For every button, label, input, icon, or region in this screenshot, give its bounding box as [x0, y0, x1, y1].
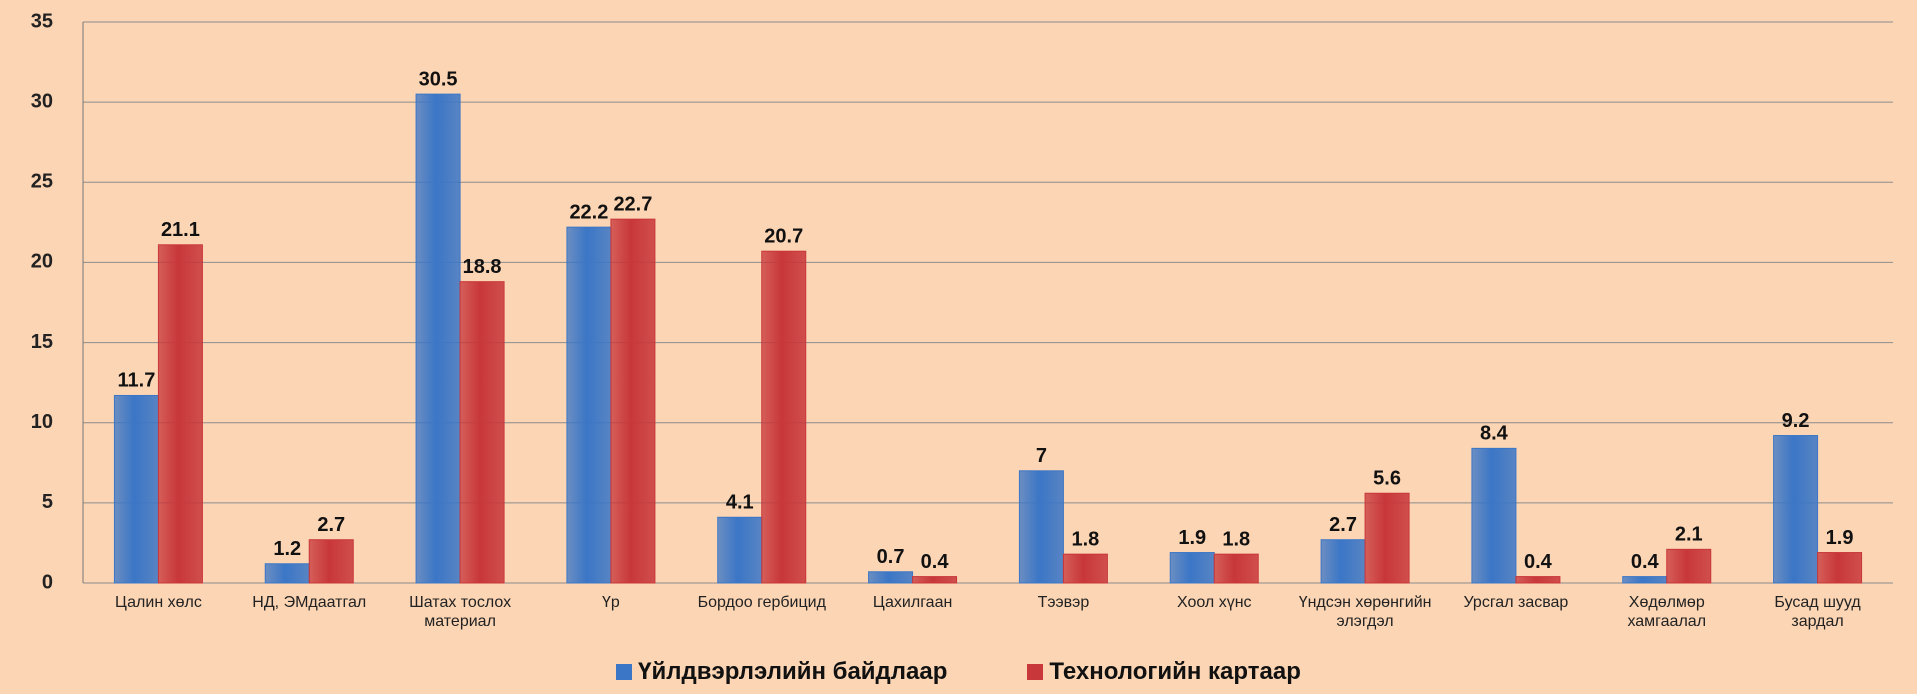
bar	[1773, 435, 1819, 584]
legend-item: Үйлдвэрлэлийн байдлаар	[616, 658, 947, 685]
bar	[1515, 576, 1561, 584]
bar	[717, 516, 763, 584]
y-tick-label: 15	[31, 331, 53, 353]
legend-item: Технологийн картаар	[1027, 658, 1301, 685]
bar	[1018, 470, 1064, 584]
x-tick-label: Цалин хөлс	[114, 594, 202, 611]
bar	[264, 563, 310, 584]
legend-swatch	[1027, 664, 1044, 680]
y-tick-label: 0	[42, 571, 53, 593]
bar	[1817, 552, 1863, 584]
bar	[761, 250, 807, 584]
legend-label: Технологийн картаар	[1049, 658, 1301, 685]
bar	[308, 539, 354, 584]
x-tick-label: Шатах тослох материал	[409, 594, 512, 630]
data-label: 18.8	[463, 256, 502, 278]
y-tick-label: 10	[31, 411, 53, 433]
data-label: 22.2	[569, 201, 608, 223]
bar	[415, 93, 461, 584]
bar	[113, 394, 159, 584]
y-tick-label: 30	[31, 90, 53, 112]
data-label: 2.1	[1675, 524, 1703, 546]
data-label: 0.7	[877, 546, 905, 568]
data-label: 0.4	[1524, 551, 1553, 573]
data-label: 11.7	[118, 370, 156, 392]
x-tick-label: Хөдөлмөр хамгаалал	[1627, 594, 1707, 630]
bar	[610, 218, 656, 584]
bar	[868, 571, 914, 584]
data-label: 2.7	[1329, 514, 1357, 536]
x-tick-label: Урсгал засвар	[1463, 594, 1569, 611]
y-tick-label: 20	[31, 251, 53, 273]
bar	[1169, 552, 1215, 584]
bar	[1213, 553, 1259, 584]
legend: Үйлдвэрлэлийн байдлаар Технологийн картаа…	[0, 658, 1917, 686]
y-tick-label: 25	[31, 171, 53, 193]
data-label: 1.9	[1178, 527, 1206, 549]
data-label: 9.2	[1782, 410, 1810, 432]
bar	[1364, 492, 1410, 584]
data-label: 1.8	[1072, 528, 1100, 550]
bar	[157, 244, 203, 584]
x-tick-label: Хоол хүнс	[1176, 594, 1252, 611]
data-label: 22.7	[613, 193, 652, 215]
data-label: 20.7	[764, 225, 803, 247]
x-tick-label: Тээвэр	[1037, 594, 1090, 611]
y-tick-label: 35	[31, 10, 53, 32]
x-tick-label: НД, ЭМдаатгал	[252, 594, 367, 611]
x-tick-label: Цахилгаан	[872, 594, 953, 611]
legend-label: Үйлдвэрлэлийн байдлаар	[638, 658, 948, 685]
data-label: 4.1	[726, 492, 754, 514]
data-label: 1.8	[1222, 528, 1250, 550]
x-tick-label: Бусад шууд зардал	[1774, 594, 1861, 630]
x-tick-label: Бордоо гербицид	[697, 594, 826, 611]
data-label: 21.1	[161, 219, 200, 241]
bar	[1666, 548, 1712, 584]
data-label: 8.4	[1480, 423, 1509, 445]
data-label: 1.9	[1826, 527, 1854, 549]
data-label: 30.5	[419, 68, 458, 90]
bar	[566, 226, 612, 584]
data-label: 1.2	[273, 538, 301, 560]
x-tick-label: Үр	[602, 594, 620, 611]
bar	[1471, 447, 1517, 584]
bar	[1062, 553, 1108, 584]
data-label: 2.7	[317, 514, 345, 536]
y-tick-label: 5	[42, 491, 53, 513]
data-label: 0.4	[1631, 551, 1660, 573]
x-tick-label: Үндсэн хөрөнгийн элэгдэл	[1298, 594, 1432, 630]
bar	[1622, 576, 1668, 584]
legend-swatch	[616, 664, 633, 680]
data-label: 0.4	[921, 551, 950, 573]
bar	[1320, 539, 1366, 584]
bar	[459, 281, 505, 584]
bar	[912, 576, 958, 584]
data-label: 7	[1036, 445, 1047, 467]
data-label: 5.6	[1373, 468, 1401, 490]
